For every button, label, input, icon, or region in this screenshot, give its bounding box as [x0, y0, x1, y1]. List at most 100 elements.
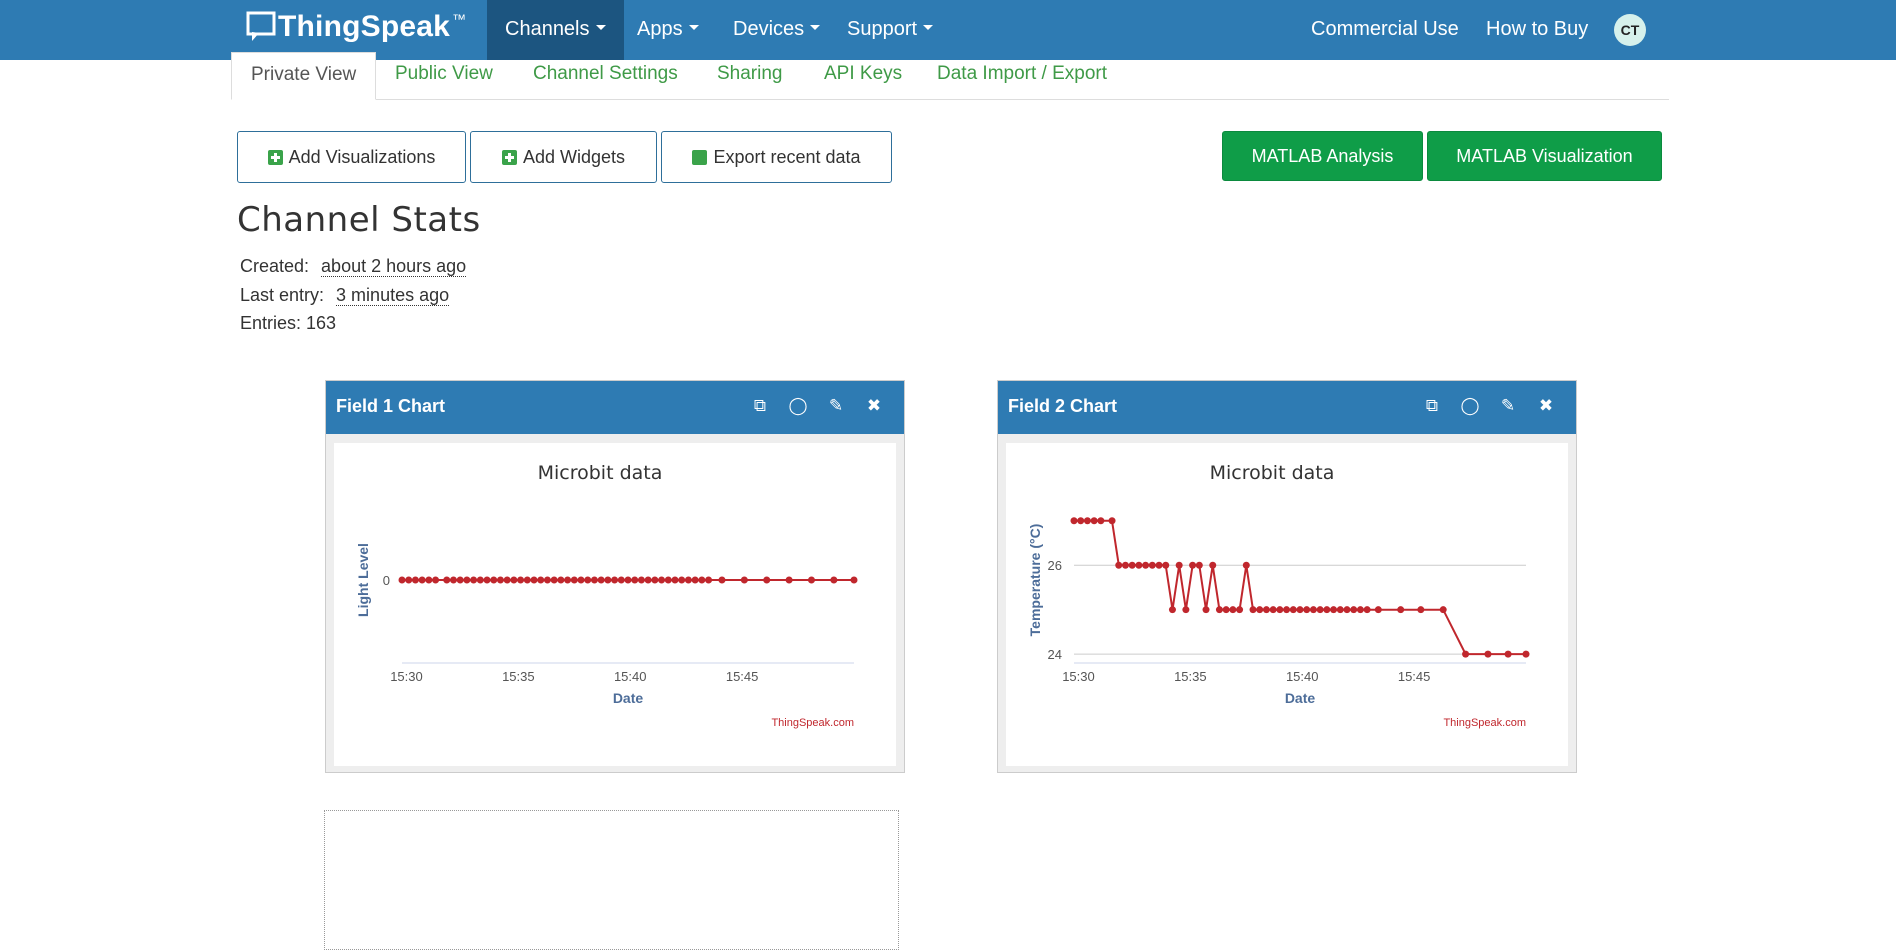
caret-down-icon — [923, 25, 934, 31]
data-point — [405, 576, 413, 584]
x-axis-title: Date — [1285, 690, 1316, 706]
data-point — [1115, 561, 1123, 569]
data-point — [1462, 650, 1470, 658]
data-point — [1209, 561, 1217, 569]
tab-sharing[interactable]: Sharing — [717, 63, 783, 84]
caret-down-icon — [688, 25, 699, 31]
data-point — [490, 576, 498, 584]
nav-devices[interactable]: Devices — [715, 0, 838, 60]
created-label: Created: — [240, 256, 310, 276]
data-point — [691, 576, 699, 584]
data-point — [443, 576, 451, 584]
export-recent-data-button[interactable]: Export recent data — [661, 131, 892, 183]
matlab-visualization-button[interactable]: MATLAB Visualization — [1427, 131, 1662, 181]
add-widgets-button[interactable]: Add Widgets — [470, 131, 657, 183]
data-point — [671, 576, 679, 584]
data-point — [584, 576, 592, 584]
data-point — [624, 576, 632, 584]
logo-trademark: ™ — [452, 11, 467, 27]
comment-icon[interactable]: ◯ — [788, 396, 808, 415]
data-point — [1330, 606, 1338, 614]
data-point — [1356, 606, 1364, 614]
caret-down-icon — [595, 25, 606, 31]
panel-header: Field 2 Chart ⧉ ◯ ✎ ✖ — [998, 381, 1576, 434]
data-point — [604, 576, 612, 584]
data-point — [1162, 561, 1170, 569]
nav-support-label: Support — [847, 18, 918, 40]
nav-devices-label: Devices — [733, 18, 805, 40]
data-point — [476, 576, 484, 584]
nav-support[interactable]: Support — [829, 0, 951, 60]
data-point — [664, 576, 672, 584]
data-point — [611, 576, 619, 584]
x-tick-label: 15:40 — [614, 669, 647, 684]
nav-how-to-buy[interactable]: How to Buy — [1486, 18, 1589, 40]
nav-commercial-use[interactable]: Commercial Use — [1311, 18, 1459, 40]
close-icon[interactable]: ✖ — [866, 396, 882, 415]
tab-channel-settings[interactable]: Channel Settings — [533, 63, 678, 84]
y-tick-label: 24 — [1048, 647, 1062, 662]
tab-private-view[interactable]: Private View — [231, 52, 377, 100]
data-point — [597, 576, 605, 584]
data-point — [807, 576, 815, 584]
add-visualizations-label: Add Visualizations — [288, 147, 436, 167]
data-point — [705, 576, 713, 584]
data-point — [1215, 606, 1223, 614]
external-link-icon[interactable]: ⧉ — [753, 396, 767, 415]
data-point — [577, 576, 585, 584]
thingspeak-logo[interactable]: ThingSpeak ™ — [246, 10, 466, 44]
user-avatar[interactable]: CT — [1614, 14, 1646, 46]
chart-area: Microbit data 0 15:30 15:35 15:40 15:45 Date Li… — [334, 443, 896, 766]
chart-credit: ThingSpeak.com — [1443, 717, 1526, 729]
field-2-chart: Microbit data 24 26 15:30 15:35 15:40 15:45 Dat… — [1027, 462, 1530, 729]
close-icon[interactable]: ✖ — [1538, 396, 1554, 415]
data-point — [1142, 561, 1150, 569]
data-point — [470, 576, 478, 584]
pencil-icon[interactable]: ✎ — [828, 396, 844, 415]
tab-public-view[interactable]: Public View — [395, 63, 493, 84]
x-tick-label: 15:30 — [1062, 669, 1095, 684]
data-point — [1363, 606, 1371, 614]
data-point — [1323, 606, 1331, 614]
field-1-chart-panel: Field 1 Chart ⧉ ◯ ✎ ✖ Microbit data 0 15:3… — [325, 380, 905, 773]
data-point — [1135, 561, 1143, 569]
data-point — [1316, 606, 1324, 614]
data-point — [411, 576, 419, 584]
logo-text: ThingSpeak — [278, 10, 451, 43]
data-point — [1242, 561, 1250, 569]
data-point — [590, 576, 598, 584]
data-point — [550, 576, 558, 584]
tab-data-import-export[interactable]: Data Import / Export — [937, 63, 1108, 84]
nav-channels[interactable]: Channels — [487, 0, 624, 60]
data-point — [456, 576, 464, 584]
chart-area: Microbit data 24 26 15:30 15:35 15:40 15:45 Dat… — [1006, 443, 1568, 766]
data-point — [1276, 606, 1284, 614]
matlab-analysis-button[interactable]: MATLAB Analysis — [1222, 131, 1423, 181]
created-value: about 2 hours ago — [321, 256, 467, 277]
data-point — [718, 576, 726, 584]
tab-api-keys[interactable]: API Keys — [824, 63, 903, 84]
data-point — [1522, 650, 1530, 658]
nav-apps[interactable]: Apps — [619, 0, 717, 60]
data-point — [1374, 606, 1382, 614]
data-point — [1148, 561, 1156, 569]
data-point — [432, 576, 440, 584]
nav-channels-label: Channels — [505, 18, 590, 40]
pencil-icon[interactable]: ✎ — [1500, 396, 1516, 415]
data-point — [631, 576, 639, 584]
channel-stats-title: Channel Stats — [237, 200, 481, 240]
add-visualizations-button[interactable]: Add Visualizations — [237, 131, 466, 183]
comment-icon[interactable]: ◯ — [1460, 396, 1480, 415]
y-axis-title: Light Level — [355, 543, 371, 617]
data-point — [1439, 606, 1447, 614]
plus-square-icon — [501, 149, 517, 165]
data-point — [483, 576, 491, 584]
data-point — [564, 576, 572, 584]
x-tick-label: 15:45 — [726, 669, 759, 684]
data-point — [1108, 517, 1116, 525]
data-point — [644, 576, 652, 584]
external-link-icon[interactable]: ⧉ — [1425, 396, 1439, 415]
data-point — [557, 576, 565, 584]
stat-last-entry: Last entry: 3 minutes ago — [240, 285, 450, 306]
field-2-chart-panel: Field 2 Chart ⧉ ◯ ✎ ✖ Microbit data 24 26 1… — [997, 380, 1577, 773]
